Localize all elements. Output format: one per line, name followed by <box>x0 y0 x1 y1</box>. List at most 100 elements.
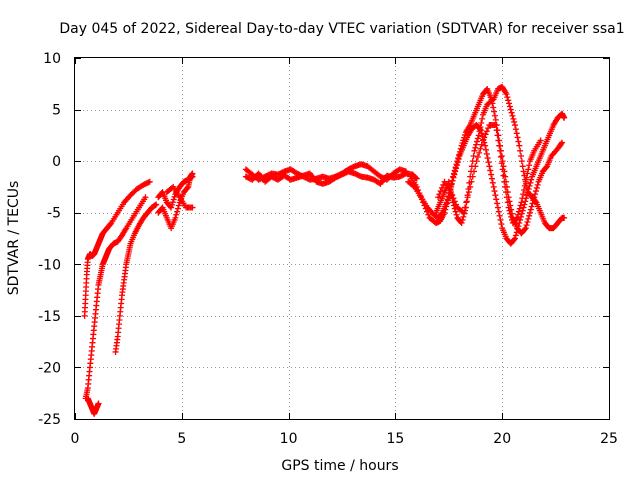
data-point <box>449 177 456 184</box>
y-tick-label: -20 <box>38 360 61 376</box>
data-point <box>494 132 501 139</box>
data-point <box>532 188 539 195</box>
data-point <box>494 200 501 207</box>
data-point <box>514 134 521 141</box>
data-point <box>418 196 425 203</box>
data-point <box>420 199 427 206</box>
data-point <box>445 194 452 201</box>
data-point <box>506 100 513 107</box>
data-point <box>471 168 478 175</box>
data-point <box>474 154 481 161</box>
data-point <box>514 214 521 221</box>
data-point <box>505 204 512 211</box>
data-point <box>142 194 149 201</box>
data-point <box>520 187 527 194</box>
y-axis-label: SDTVAR / TECUs <box>6 181 22 296</box>
data-point <box>507 210 514 217</box>
data-point <box>513 130 520 137</box>
data-point <box>456 151 463 158</box>
data-point <box>457 145 464 152</box>
data-point <box>489 97 496 104</box>
data-point <box>485 125 492 132</box>
data-point <box>516 142 523 149</box>
data-point <box>517 202 524 209</box>
data-point <box>561 214 568 221</box>
data-point <box>495 137 502 144</box>
data-point <box>510 115 517 122</box>
data-point <box>494 204 501 211</box>
data-point <box>478 141 485 148</box>
data-point <box>473 138 480 145</box>
data-point <box>436 191 443 198</box>
data-point <box>500 163 507 170</box>
data-point <box>146 178 153 185</box>
data-point <box>460 137 467 144</box>
data-point <box>506 103 513 110</box>
data-point <box>503 91 510 98</box>
data-point <box>463 199 470 206</box>
data-point <box>455 155 462 162</box>
data-point <box>452 164 459 171</box>
x-tick-label: 25 <box>600 431 618 447</box>
data-point <box>473 141 480 148</box>
data-point <box>503 194 510 201</box>
data-point <box>490 104 497 111</box>
data-point <box>495 208 502 215</box>
plot-frame <box>74 57 610 420</box>
data-point <box>558 140 565 147</box>
data-point <box>451 167 458 174</box>
y-tick-label: -15 <box>38 309 61 325</box>
data-point <box>468 178 475 185</box>
data-point <box>501 178 508 185</box>
data-point <box>498 160 505 167</box>
data-point <box>449 192 456 199</box>
data-point <box>508 213 515 220</box>
data-point <box>465 189 472 196</box>
data-point <box>95 400 102 407</box>
y-tick-label: 5 <box>52 103 61 119</box>
data-point <box>479 137 486 144</box>
data-point <box>444 200 451 207</box>
data-point <box>489 179 496 186</box>
data-point <box>528 203 535 210</box>
data-point <box>153 201 160 208</box>
data-point <box>561 114 568 121</box>
data-point <box>516 205 523 212</box>
data-point <box>472 144 479 151</box>
chart-title: Day 045 of 2022, Sidereal Day-to-day VTE… <box>59 21 624 37</box>
data-point <box>444 197 451 204</box>
data-point <box>491 108 498 115</box>
data-point <box>526 162 533 169</box>
data-point <box>521 226 528 233</box>
data-point <box>453 161 460 168</box>
data-point <box>483 128 490 135</box>
data-point <box>532 191 539 198</box>
data-point <box>512 235 519 242</box>
data-point <box>497 147 504 154</box>
data-point <box>485 159 492 166</box>
data-point <box>416 190 423 197</box>
data-point <box>504 199 511 206</box>
data-point <box>478 119 485 126</box>
data-point <box>450 195 457 202</box>
data-point <box>184 184 191 191</box>
data-point <box>487 167 494 174</box>
data-point <box>519 163 526 170</box>
axis-ticks <box>75 58 610 420</box>
data-point <box>516 220 523 227</box>
data-point <box>175 202 182 209</box>
data-point <box>499 166 506 173</box>
data-point <box>483 150 490 157</box>
data-point <box>476 128 483 135</box>
x-tick-label: 5 <box>177 431 186 447</box>
data-point <box>482 131 489 138</box>
data-point <box>441 209 448 216</box>
data-point <box>413 183 420 190</box>
data-point <box>534 181 541 188</box>
data-point <box>458 142 465 149</box>
data-point <box>498 152 505 159</box>
data-point <box>486 163 493 170</box>
data-point <box>488 175 495 182</box>
data-point <box>460 209 467 216</box>
data-point <box>496 142 503 149</box>
